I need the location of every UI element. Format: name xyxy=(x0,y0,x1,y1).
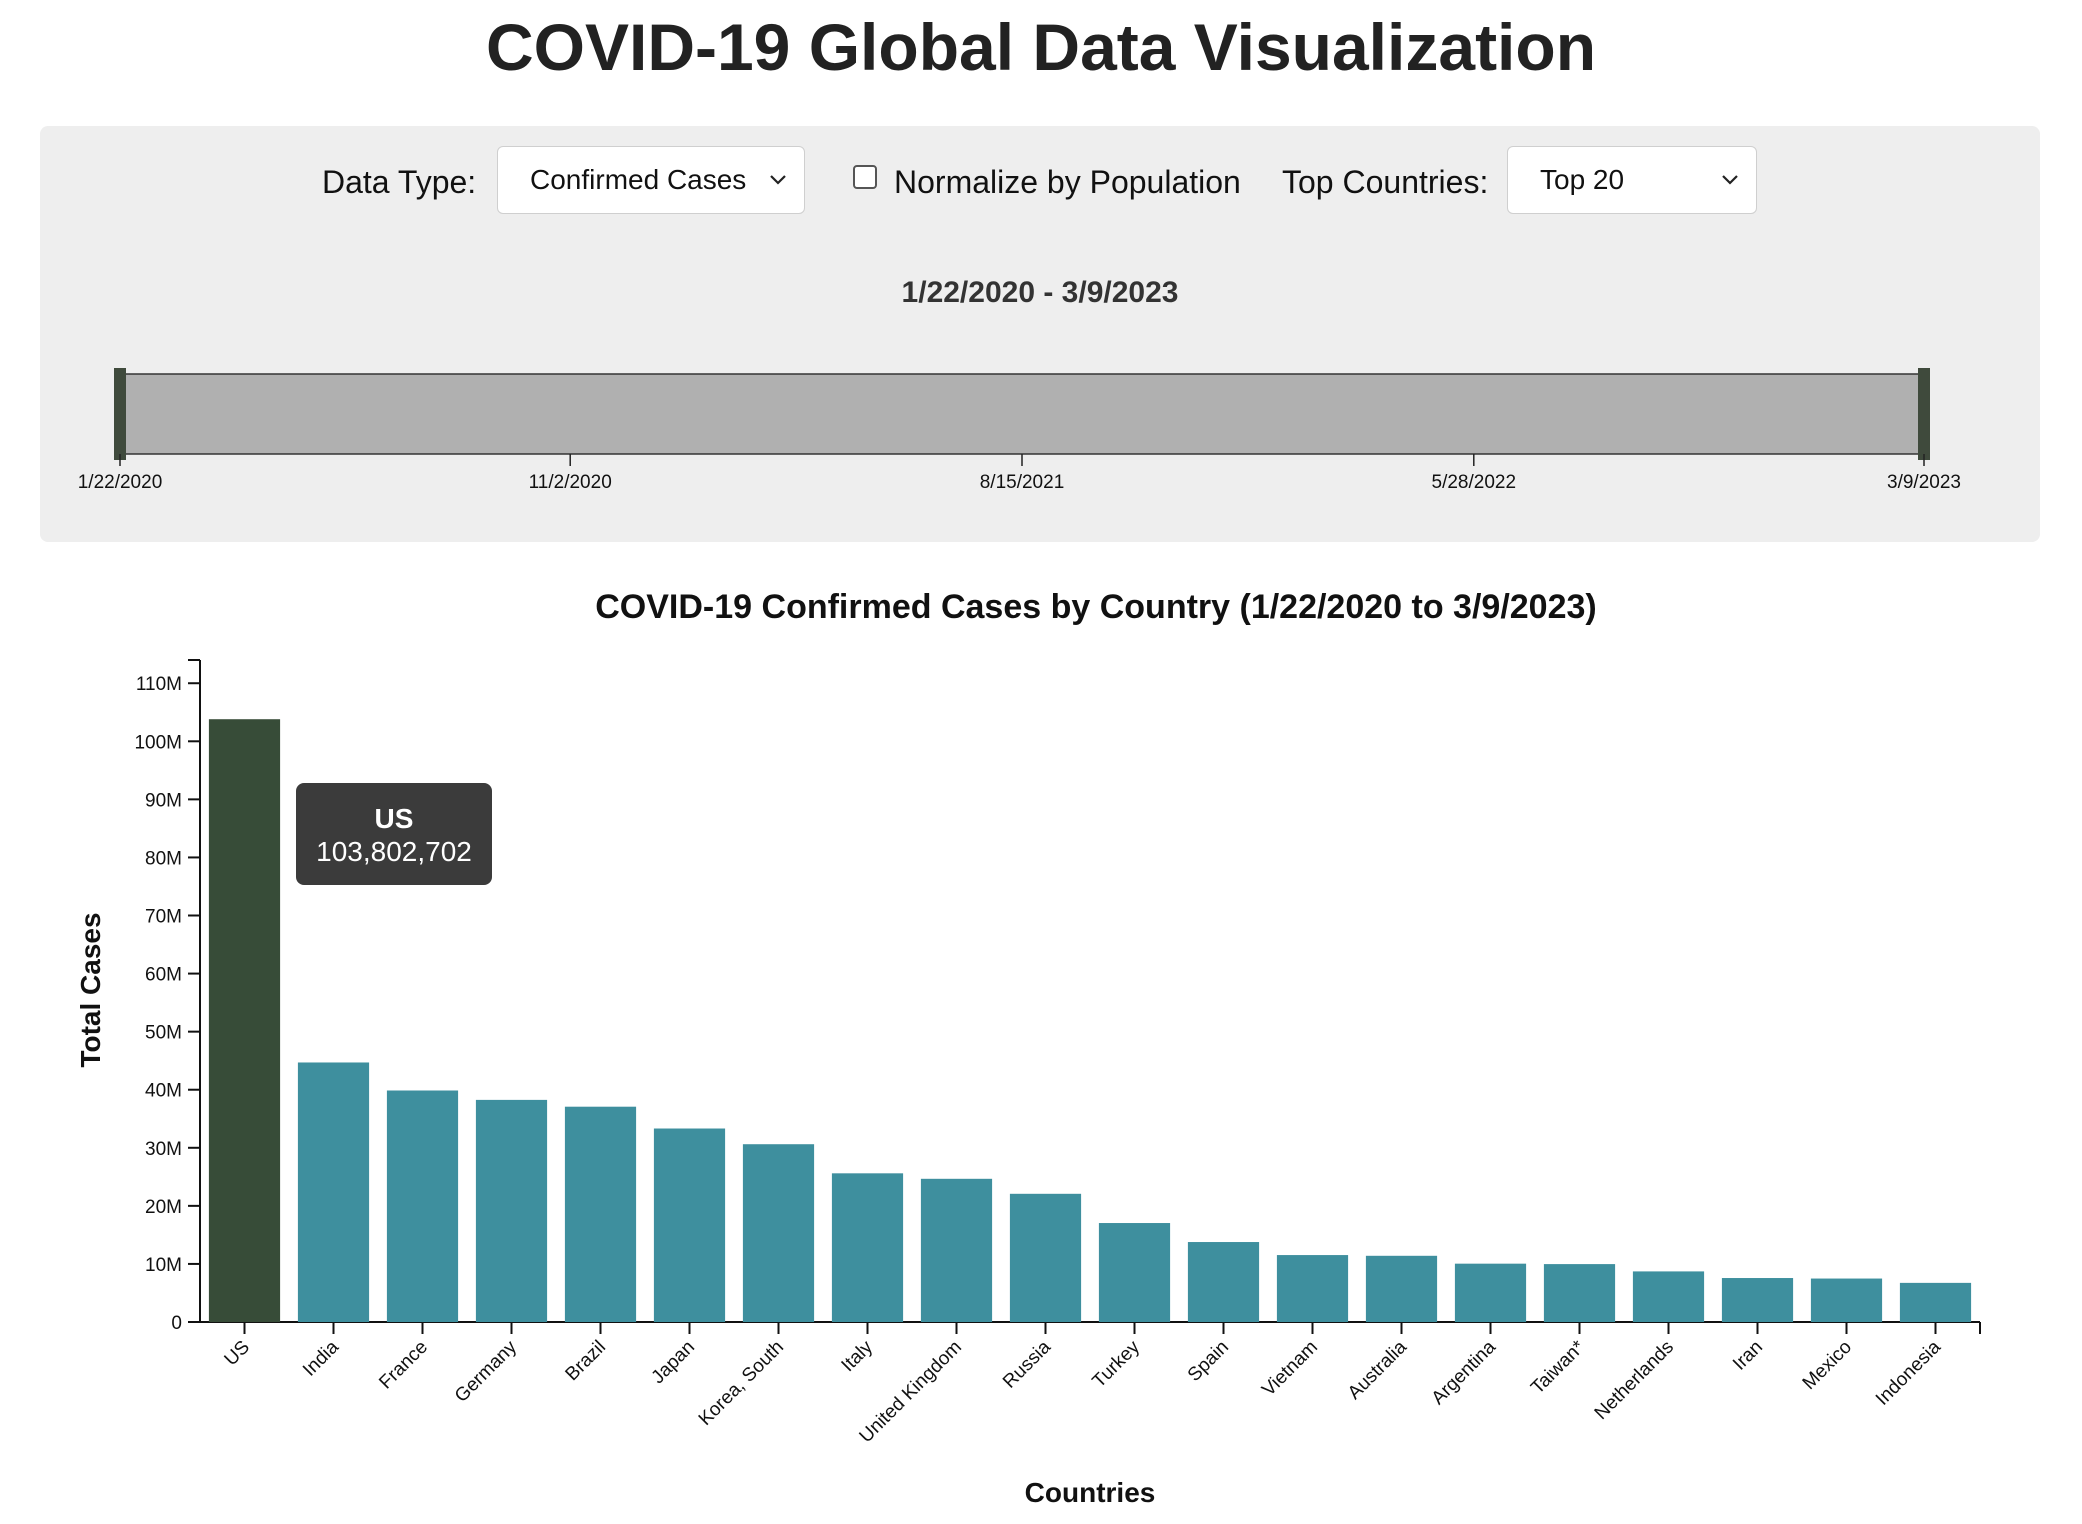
x-tick-label: Vietnam xyxy=(1258,1337,1322,1401)
bar-brazil[interactable] xyxy=(564,1106,637,1322)
x-tick-label: Brazil xyxy=(562,1337,610,1385)
y-tick-label: 40M xyxy=(145,1081,182,1102)
data-type-selected-value: Confirmed Cases xyxy=(530,164,747,195)
x-tick-label: Argentina xyxy=(1428,1336,1501,1409)
x-tick-label: Netherlands xyxy=(1591,1337,1678,1424)
timeline-tick-label: 11/2/2020 xyxy=(529,472,612,493)
timeline-end-handle[interactable] xyxy=(1918,368,1930,460)
controls-panel: Data Type: Confirmed Cases Normalize by … xyxy=(40,126,2040,542)
x-tick-label: Australia xyxy=(1344,1336,1411,1403)
top-countries-selected-value: Top 20 xyxy=(1540,164,1625,195)
date-range-label: 1/22/2020 - 3/9/2023 xyxy=(901,276,1179,309)
normalize-checkbox[interactable] xyxy=(853,165,877,189)
timeline-tick-label: 1/22/2020 xyxy=(78,472,163,493)
top-countries-label: Top Countries: xyxy=(1282,164,1489,200)
bar-korea-south[interactable] xyxy=(742,1144,815,1322)
bar-spain[interactable] xyxy=(1187,1242,1260,1322)
y-tick-label: 20M xyxy=(145,1197,182,1218)
bar-italy[interactable] xyxy=(831,1173,904,1322)
y-tick-label: 80M xyxy=(145,848,182,869)
bar-australia[interactable] xyxy=(1365,1255,1438,1322)
tooltip-country: US xyxy=(374,803,414,834)
y-tick-label: 90M xyxy=(145,790,182,811)
x-tick-label: Japan xyxy=(648,1337,699,1388)
bar-argentina[interactable] xyxy=(1454,1263,1527,1322)
bar-taiwan[interactable] xyxy=(1543,1264,1616,1322)
bar-mexico[interactable] xyxy=(1810,1278,1883,1322)
x-tick-label: Indonesia xyxy=(1872,1336,1945,1409)
y-tick-label: 0 xyxy=(171,1313,182,1334)
y-tick-label: 50M xyxy=(145,1023,182,1044)
y-axis-title: Total Cases xyxy=(75,912,106,1067)
normalize-label: Normalize by Population xyxy=(894,164,1241,200)
x-tick-label: Germany xyxy=(451,1336,521,1406)
timeline-track xyxy=(119,373,1925,455)
top-countries-select[interactable]: Top 20 xyxy=(1507,146,1757,214)
tooltip-value: 103,802,702 xyxy=(316,836,472,867)
bar-netherlands[interactable] xyxy=(1632,1271,1705,1322)
x-tick-label: Mexico xyxy=(1799,1337,1856,1394)
x-tick-label: Italy xyxy=(838,1336,878,1376)
bar-us[interactable] xyxy=(208,719,281,1322)
timeline-tick-label: 3/9/2023 xyxy=(1887,472,1961,493)
x-tick-label: US xyxy=(221,1337,255,1371)
bar-united-kingdom[interactable] xyxy=(920,1178,993,1322)
bar-turkey[interactable] xyxy=(1098,1223,1171,1322)
y-tick-label: 70M xyxy=(145,907,182,928)
y-tick-label: 10M xyxy=(145,1255,182,1276)
bar-iran[interactable] xyxy=(1721,1278,1794,1322)
timeline-slider[interactable]: 1/22/2020 11/2/2020 8/15/2021 5/28/2022 3/9/… xyxy=(40,126,2040,542)
timeline-tick-label: 8/15/2021 xyxy=(980,472,1065,493)
x-tick-label: Iran xyxy=(1729,1337,1767,1375)
x-tick-label: India xyxy=(299,1336,343,1380)
bar-indonesia[interactable] xyxy=(1899,1282,1972,1322)
chart-title: COVID-19 Confirmed Cases by Country (1/2… xyxy=(595,588,1597,626)
x-tick-label: Turkey xyxy=(1089,1336,1145,1392)
y-tick-label: 30M xyxy=(145,1139,182,1160)
x-tick-label: Taiwan* xyxy=(1527,1336,1589,1398)
x-tick-label: France xyxy=(375,1337,432,1394)
bar-tooltip: US 103,802,702 xyxy=(296,783,492,885)
y-tick-label: 60M xyxy=(145,965,182,986)
x-tick-label: Spain xyxy=(1184,1337,1233,1386)
x-tick-label: Russia xyxy=(999,1336,1055,1392)
y-tick-label: 100M xyxy=(134,732,182,753)
y-tick-label: 110M xyxy=(136,674,182,695)
bar-germany[interactable] xyxy=(475,1099,548,1322)
chevron-down-icon xyxy=(770,175,786,185)
bar-india[interactable] xyxy=(297,1062,370,1322)
chevron-down-icon xyxy=(1722,175,1738,185)
bar-japan[interactable] xyxy=(653,1128,726,1322)
x-tick-label: Korea, South xyxy=(695,1337,788,1430)
x-axis-title: Countries xyxy=(1025,1477,1156,1508)
bar-france[interactable] xyxy=(386,1090,459,1322)
timeline-tick-label: 5/28/2022 xyxy=(1432,472,1517,493)
page-title: COVID-19 Global Data Visualization xyxy=(485,10,1597,84)
data-type-label: Data Type: xyxy=(322,164,477,200)
bar-vietnam[interactable] xyxy=(1276,1255,1349,1322)
data-type-select[interactable]: Confirmed Cases xyxy=(497,146,805,214)
bar-russia[interactable] xyxy=(1009,1193,1082,1322)
timeline-start-handle[interactable] xyxy=(114,368,126,460)
